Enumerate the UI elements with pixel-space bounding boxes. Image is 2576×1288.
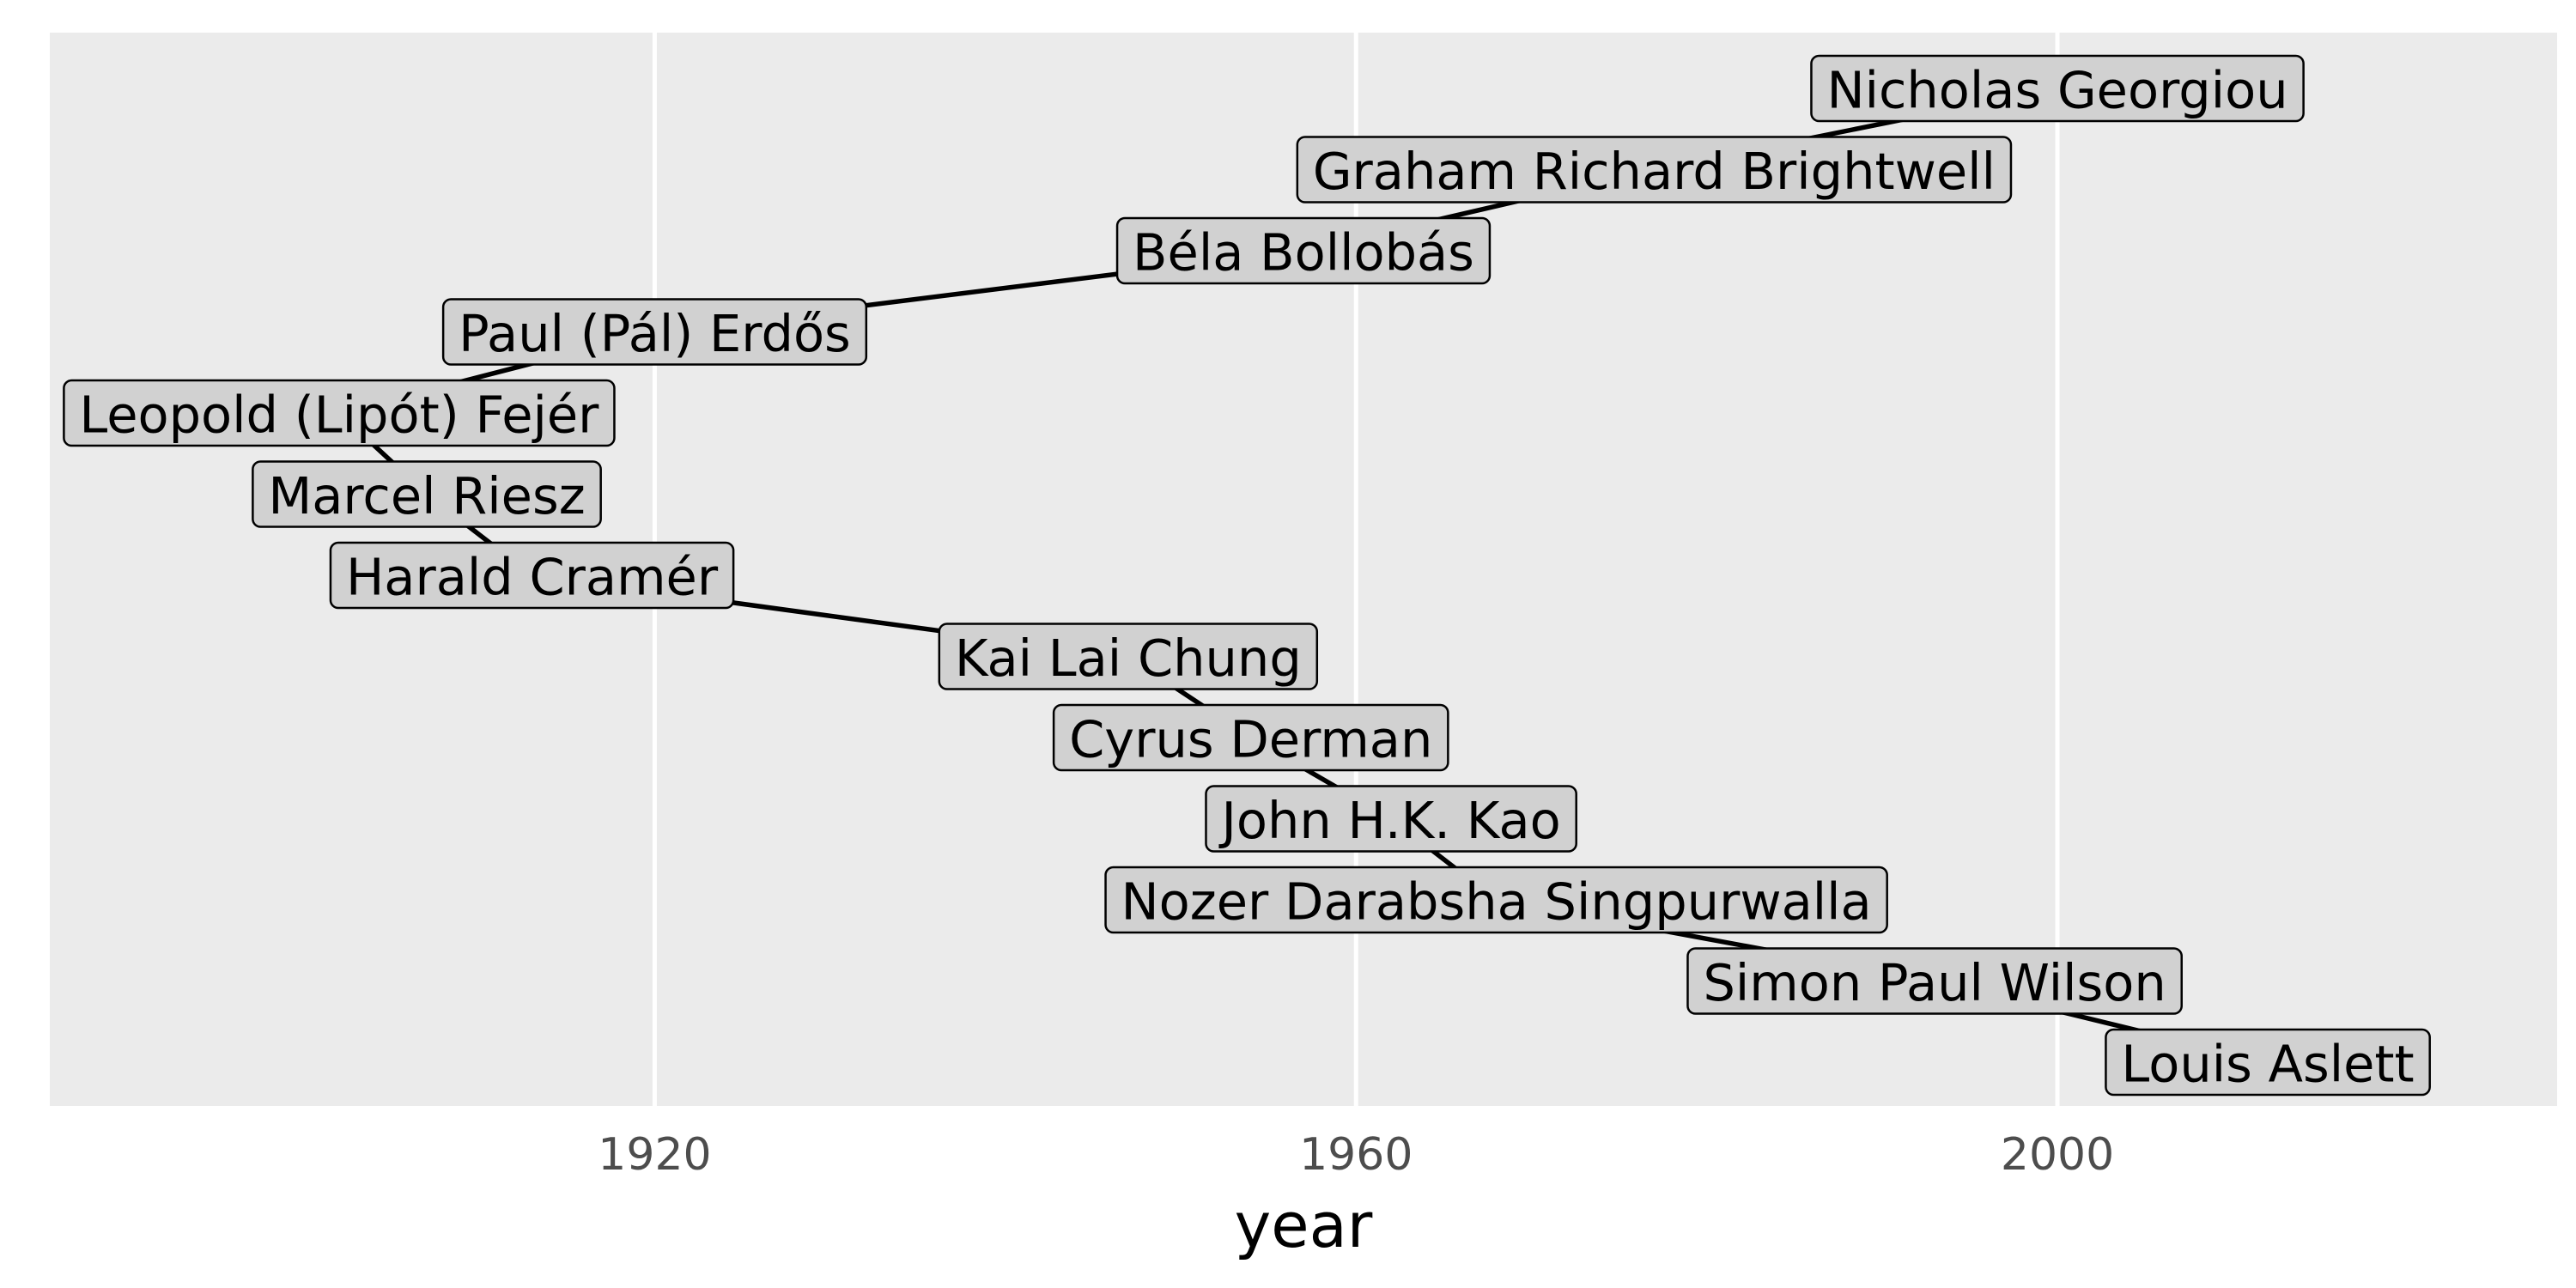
node-cyrus-derman: Cyrus Derman [1052,703,1449,772]
label-text: Kai Lai Chung [955,629,1302,688]
x-axis-ticks: 1920 1960 2000 [598,1129,2114,1181]
label-box [252,460,602,528]
label-box [1052,703,1449,772]
label-text: Leopold (Lipót) Fejér [79,386,599,445]
x-tick-label: 2000 [2001,1129,2114,1181]
label-box [1296,136,2013,204]
label-text: Paul (Pál) Erdős [459,304,851,363]
label-text: Marcel Riesz [268,466,585,526]
label-box [329,541,735,610]
label-text: John H.K. Kao [1218,791,1560,850]
label-box [1205,785,1577,853]
node-nicholas-georgiou: Nicholas Georgiou [1810,54,2305,123]
node-paul-pal-erdos: Paul (Pál) Erdős [441,298,868,366]
x-tick-label: 1920 [598,1129,711,1181]
label-box [1115,216,1492,285]
label-text: Béla Bollobás [1133,223,1474,283]
node-louis-aslett: Louis Aslett [2105,1028,2431,1097]
node-leopold-lipot-fejer: Leopold (Lipót) Fejér [63,379,616,447]
label-box [1686,947,2183,1015]
node-harald-cramer: Harald Cramér [329,541,735,610]
label-box [441,298,868,366]
node-john-h-k-kao: John H.K. Kao [1205,785,1577,853]
label-text: Nicholas Georgiou [1826,61,2287,120]
node-kai-lai-chung: Kai Lai Chung [938,623,1319,690]
node-marcel-riesz: Marcel Riesz [252,460,602,528]
node-bela-bollobas: Béla Bollobás [1115,216,1492,285]
label-box [1810,54,2305,123]
x-tick-label: 1960 [1299,1129,1413,1181]
label-box [1104,866,1888,934]
label-box [63,379,616,447]
node-graham-richard-brightwell: Graham Richard Brightwell [1296,136,2013,204]
x-axis-title: year [1235,1189,1373,1261]
node-labels: Nicholas Georgiou Graham Richard Brightwe… [63,54,2431,1097]
label-box [938,623,1319,690]
label-text: Graham Richard Brightwell [1313,142,1996,201]
label-text: Simon Paul Wilson [1703,953,2166,1012]
label-text: Cyrus Derman [1069,710,1432,769]
label-text: Harald Cramér [346,548,719,607]
node-simon-paul-wilson: Simon Paul Wilson [1686,947,2183,1015]
label-text: Nozer Darabsha Singpurwalla [1121,872,1872,932]
label-box [2105,1028,2431,1097]
label-text: Louis Aslett [2121,1035,2414,1094]
node-nozer-darabsha-singpurwalla: Nozer Darabsha Singpurwalla [1104,866,1888,934]
